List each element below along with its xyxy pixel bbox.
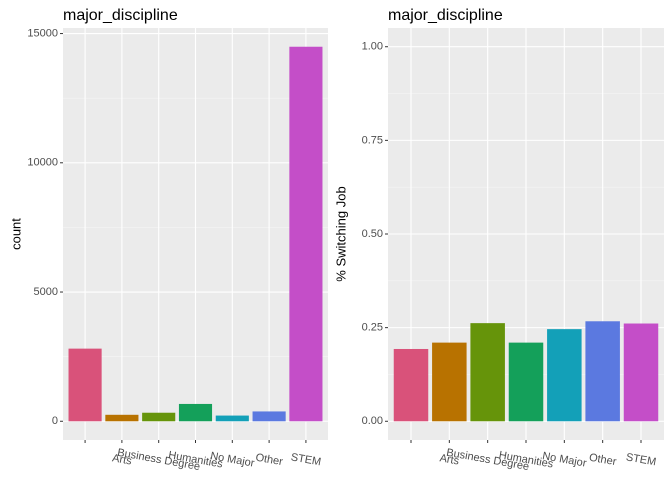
x-tick-label: STEM xyxy=(290,451,322,468)
bar xyxy=(623,323,659,422)
y-tick-label: 0.25 xyxy=(362,322,383,334)
y-tick-label: 5000 xyxy=(34,286,58,298)
chart-title: major_discipline xyxy=(63,7,178,24)
y-tick-label: 0.00 xyxy=(362,415,383,427)
y-axis-label: % Switching Job xyxy=(333,186,348,281)
x-tick-label: Arts xyxy=(439,452,461,467)
bar xyxy=(68,348,102,422)
bar xyxy=(470,323,505,422)
bar xyxy=(547,329,582,422)
y-tick-label: 15000 xyxy=(27,27,58,39)
bar xyxy=(252,411,286,422)
chart-title: major_discipline xyxy=(388,7,503,24)
bar xyxy=(178,403,213,422)
bar xyxy=(289,46,323,422)
x-tick-label: Arts xyxy=(111,452,133,467)
bar xyxy=(585,321,620,422)
bar xyxy=(508,342,544,422)
y-tick-label: 1.00 xyxy=(362,41,383,53)
y-tick-label: 0.75 xyxy=(362,134,383,146)
x-tick-label: Other xyxy=(255,452,285,469)
bar xyxy=(105,414,139,422)
bar xyxy=(215,415,249,422)
y-tick-label: 0 xyxy=(52,415,58,427)
bar xyxy=(142,412,176,422)
y-axis-label: count xyxy=(8,218,23,250)
y-tick-label: 0.50 xyxy=(362,228,383,240)
bar xyxy=(393,348,429,422)
x-tick-label: Other xyxy=(588,452,618,469)
y-tick-label: 10000 xyxy=(27,157,58,169)
x-tick-label: STEM xyxy=(625,451,657,468)
bar xyxy=(432,342,467,422)
